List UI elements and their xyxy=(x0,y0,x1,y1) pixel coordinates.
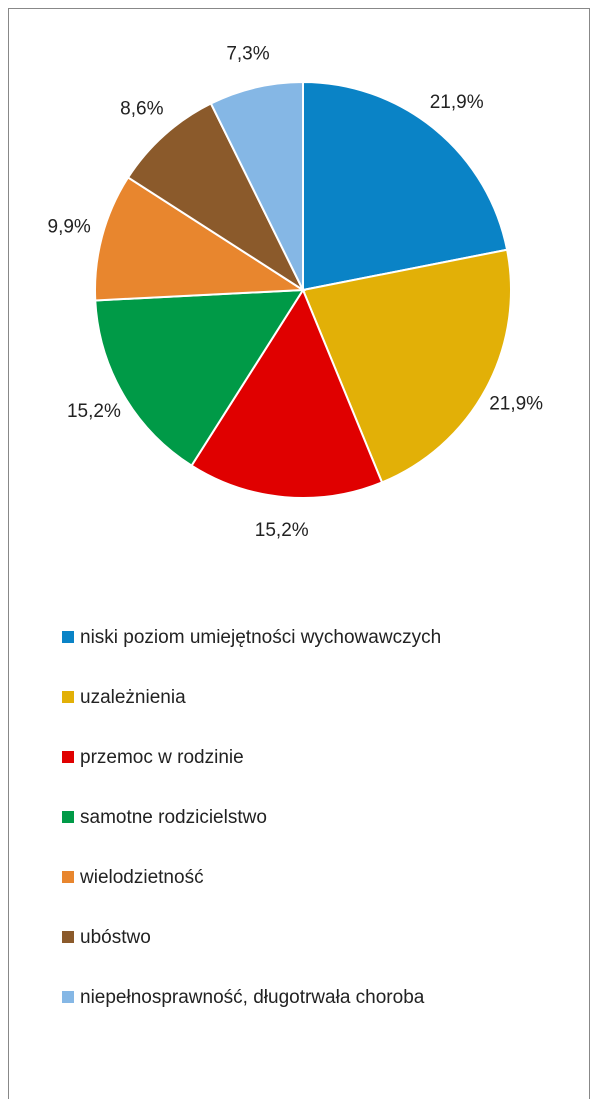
pie-slice xyxy=(301,248,512,484)
pie-slice xyxy=(126,102,306,293)
data-label: 7,3% xyxy=(226,43,269,64)
legend-label: niski poziom umiejętności wychowawczych xyxy=(80,627,441,648)
legend-label: samotne rodzicielstwo xyxy=(80,807,267,828)
pie-slice xyxy=(94,176,307,302)
pie-slice xyxy=(209,80,304,291)
data-label: 15,2% xyxy=(255,520,309,541)
legend-swatch xyxy=(62,811,74,823)
legend-swatch xyxy=(62,871,74,883)
data-label: 21,9% xyxy=(489,394,543,415)
pie-slice xyxy=(302,80,509,292)
pie-slice xyxy=(94,288,305,468)
legend-label: ubóstwo xyxy=(80,927,151,948)
frame xyxy=(8,8,590,1099)
data-label: 8,6% xyxy=(120,98,163,119)
data-label: 15,2% xyxy=(67,401,121,422)
legend-swatch xyxy=(62,691,74,703)
pie-slice xyxy=(190,287,384,499)
legend-swatch xyxy=(62,991,74,1003)
data-label: 21,9% xyxy=(430,92,484,113)
legend-swatch xyxy=(62,631,74,643)
data-label: 9,9% xyxy=(48,217,91,238)
legend-swatch xyxy=(62,751,74,763)
legend-label: niepełnosprawność, długotrwała choroba xyxy=(80,987,425,1008)
legend-label: uzależnienia xyxy=(80,687,186,708)
legend-label: przemoc w rodzinie xyxy=(80,747,244,768)
legend-swatch xyxy=(62,931,74,943)
legend-label: wielodzietność xyxy=(79,867,204,888)
